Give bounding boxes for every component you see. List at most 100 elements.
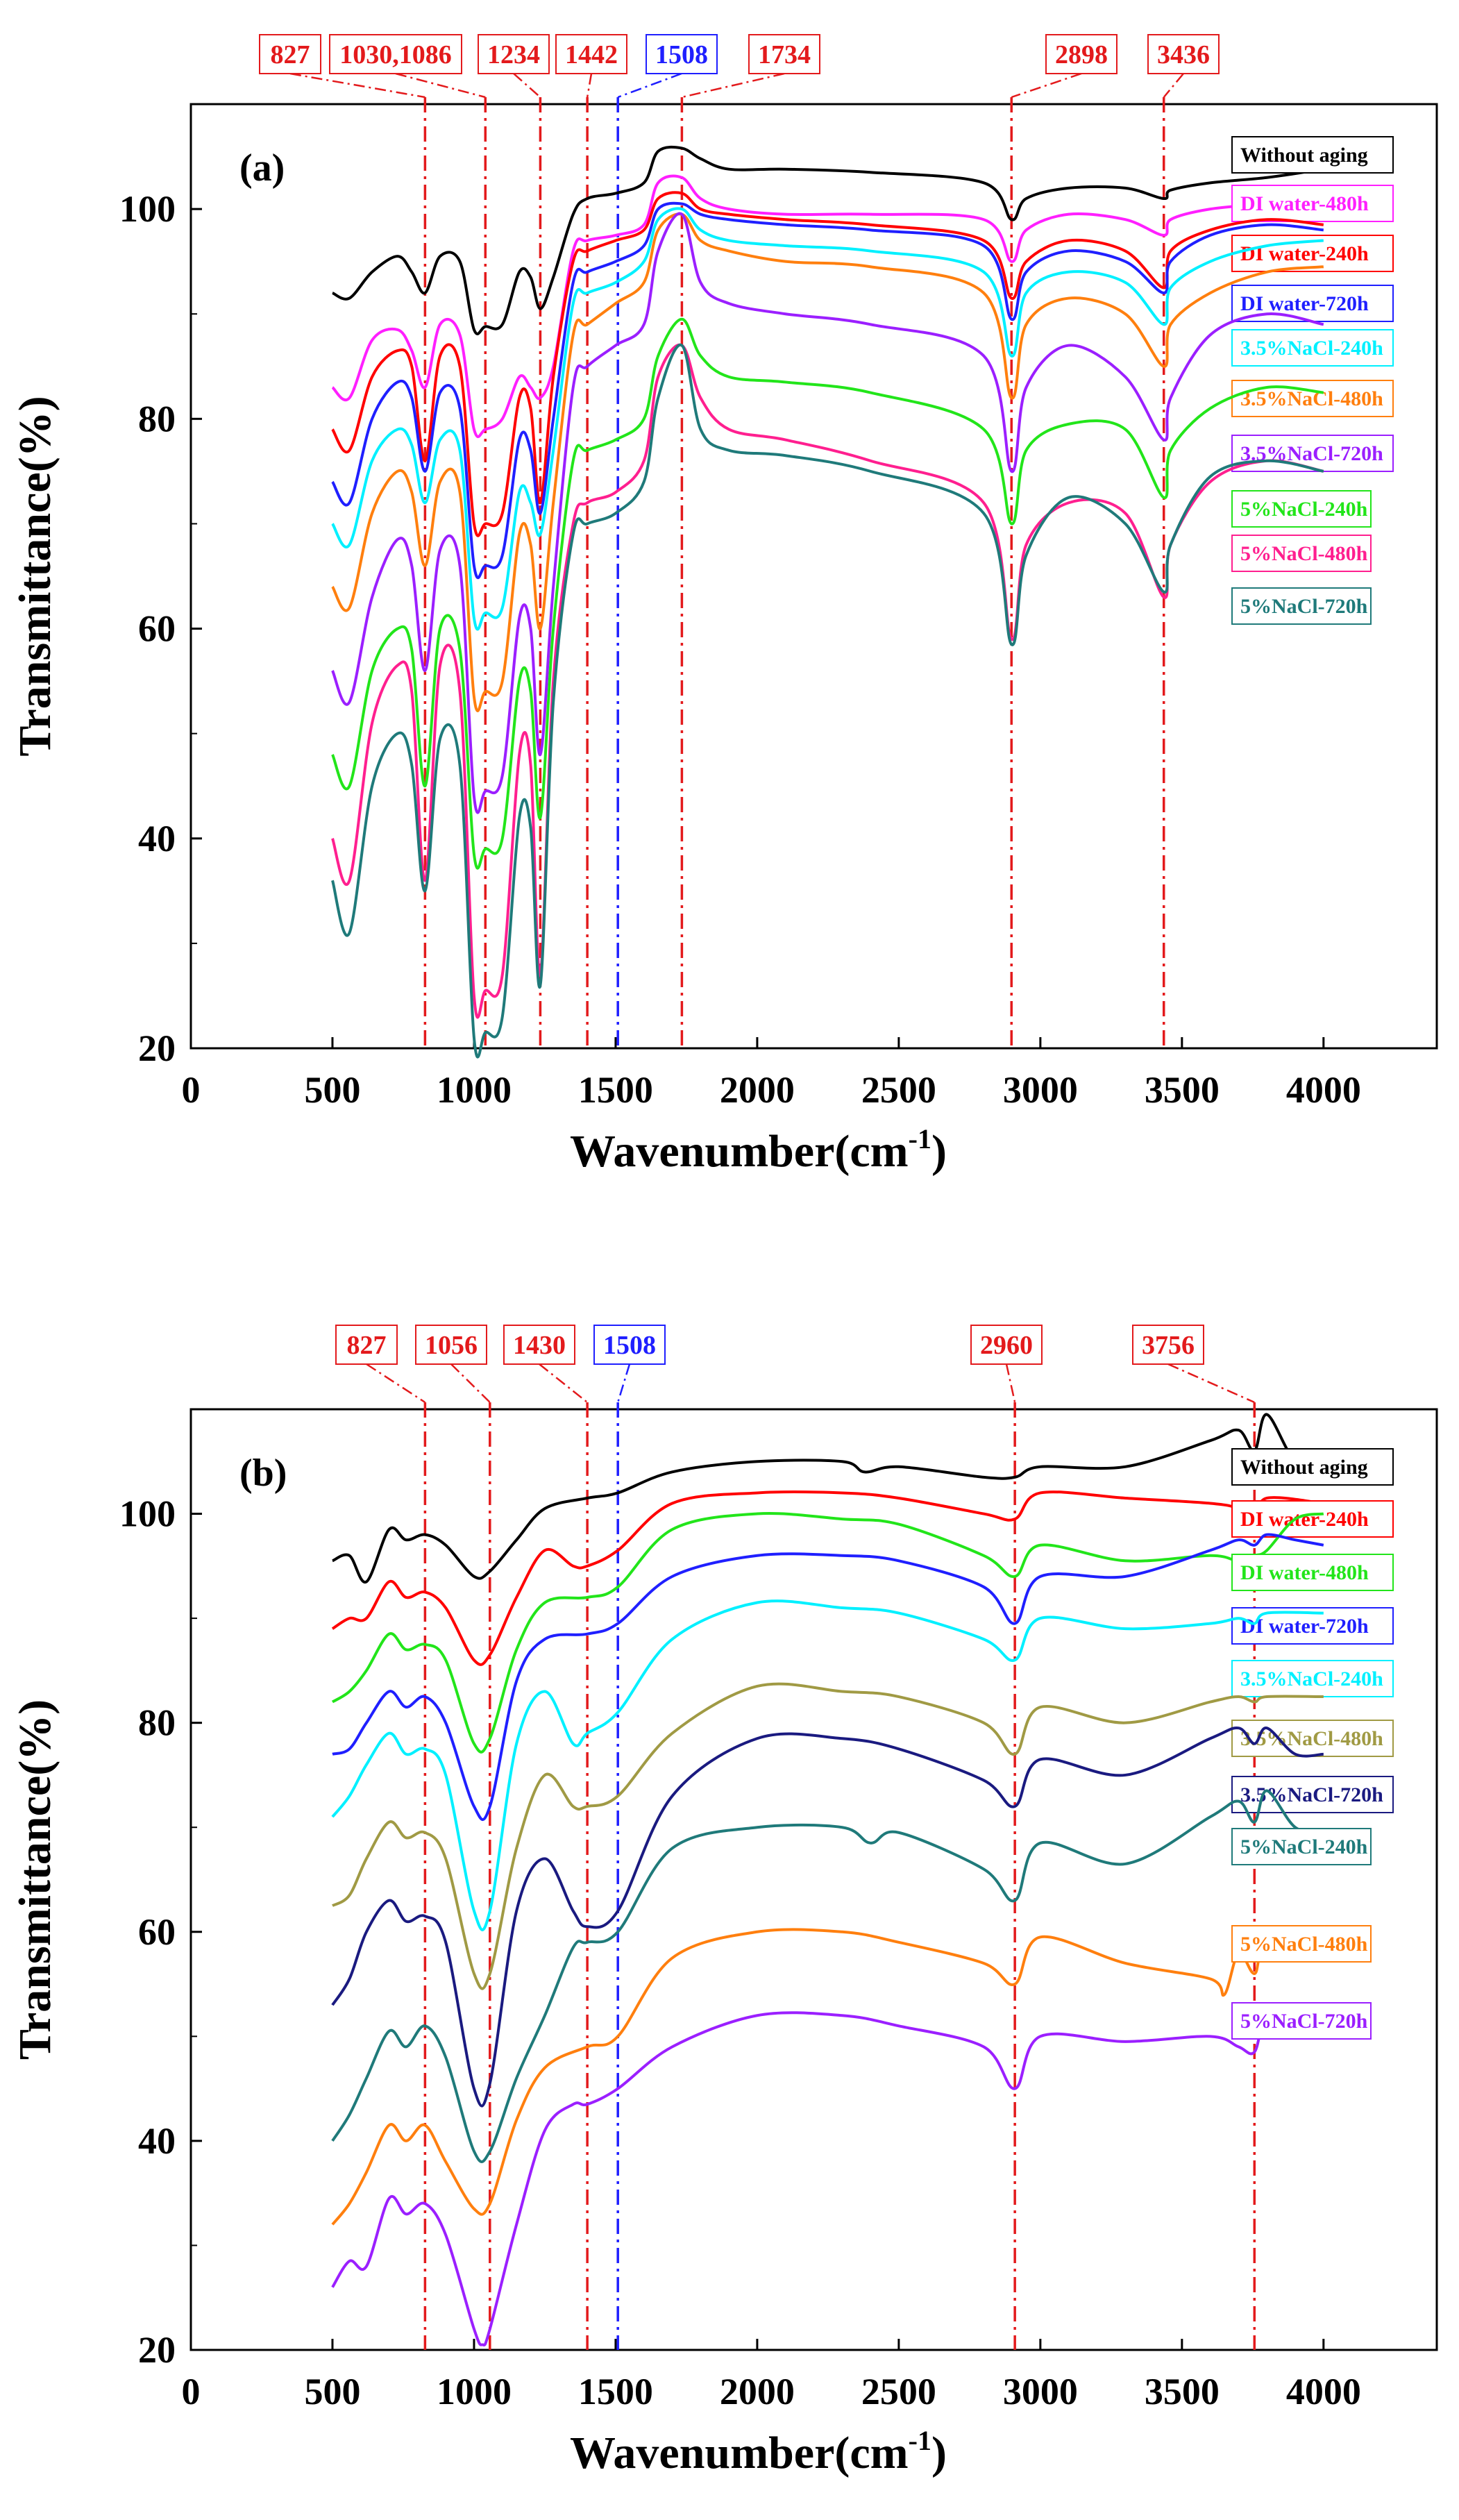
peak-leader (513, 73, 541, 98)
peak-label-box (1045, 34, 1118, 74)
legend-label: DI water-480h (1240, 192, 1369, 215)
x-tick-label: 2500 (861, 1069, 936, 1111)
y-tick-label: 40 (138, 2120, 176, 2162)
series-line-5-nacl-240h (331, 1789, 1324, 2163)
peak-label: 1030,1086 (339, 40, 452, 69)
x-tick-label: 3000 (1003, 2371, 1078, 2412)
peak-leader (1167, 1363, 1255, 1404)
series-line-5-nacl-720h (331, 343, 1324, 1059)
peak-label-box (1132, 1325, 1204, 1365)
peak-label: 827 (347, 1331, 387, 1360)
series-line-3-5-nacl-240h (331, 207, 1324, 631)
plot-frame (189, 103, 1438, 1050)
peak-label: 1056 (425, 1331, 478, 1360)
legend-box (1231, 490, 1372, 528)
chart-panel-b: 0 500 1000 1500 2000 2500 3000 3500 4000 20 40 60 80… (10, 1325, 1438, 2478)
series-line-5-nacl-480h (331, 1928, 1324, 2226)
peak-label: 827 (271, 40, 310, 69)
y-tick-label: 20 (138, 2329, 176, 2371)
x-tick-label: 3500 (1145, 1069, 1220, 1111)
peak-label-box (593, 1325, 666, 1365)
legend-label: 5%NaCl-240h (1240, 1836, 1368, 1858)
y-tick-label: 100 (119, 188, 176, 230)
y-axis-title: Transmittance(%) (10, 1699, 60, 2060)
legend-box (1231, 2002, 1372, 2040)
x-tick-label: 2500 (861, 2371, 936, 2412)
peak-label: 1442 (565, 40, 618, 69)
x-tick-label: 500 (304, 2371, 360, 2412)
x-tick-label: 1500 (578, 2371, 653, 2412)
x-axis-title: Wavenumber(cm-1) (570, 2425, 947, 2478)
peak-leader (586, 73, 593, 98)
peak-label-box (503, 1325, 575, 1365)
legend-label: 5%NaCl-240h (1240, 498, 1368, 521)
x-tick-label: 4000 (1286, 1069, 1361, 1111)
x-tick-label: 3500 (1145, 2371, 1220, 2412)
x-tick-label: 0 (182, 1069, 201, 1111)
x-tick-label: 4000 (1286, 2371, 1361, 2412)
y-tick-label: 80 (138, 1702, 176, 1744)
peak-label: 1734 (758, 40, 811, 69)
series-line-5-nacl-720h (331, 2011, 1324, 2346)
y-tick-label: 20 (138, 1027, 176, 1069)
y-tick-label: 60 (138, 1911, 176, 1953)
series-line-5-nacl-480h (331, 343, 1324, 1019)
peak-label-box (335, 1325, 398, 1365)
peak-leader (617, 72, 682, 99)
peak-leader (1011, 72, 1082, 99)
legend-box (1231, 1828, 1372, 1865)
x-tick-label: 2000 (720, 1069, 795, 1111)
series-line-3-5-nacl-720h (331, 1727, 1324, 2108)
peak-label: 2960 (980, 1331, 1033, 1360)
series-line-di-water-240h (331, 1490, 1324, 1666)
series-line-di-water-720h (332, 1533, 1324, 1822)
legend-box (1231, 329, 1394, 367)
peak-label: 3436 (1157, 40, 1210, 69)
legend-label: 5%NaCl-720h (1240, 2010, 1368, 2033)
peak-label-box (478, 34, 550, 74)
plot-frame (189, 1408, 1438, 2351)
series-line-di-water-240h (331, 191, 1324, 537)
y-tick-label: 100 (119, 1493, 176, 1535)
series-line-5-nacl-240h (331, 317, 1324, 870)
peak-leader (682, 72, 785, 99)
x-axis-title: Wavenumber(cm-1) (570, 1123, 947, 1177)
legend-label: 3.5%NaCl-240h (1240, 337, 1383, 360)
legend-box (1231, 185, 1394, 222)
peak-label-box (329, 34, 462, 74)
legend-label: Without aging (1240, 144, 1368, 167)
y-tick-label: 60 (138, 608, 176, 650)
legend-label: 3.5%NaCl-480h (1240, 1727, 1383, 1750)
peak-leader (539, 1363, 588, 1403)
panel-label: (b) (239, 1452, 287, 1495)
legend-label: DI water-240h (1240, 242, 1369, 265)
peak-label: 1234 (487, 40, 540, 69)
series-line-3-5-nacl-480h (331, 1682, 1324, 1990)
series-line-without-aging (332, 145, 1324, 335)
series-line-di-water-480h (331, 1512, 1324, 1754)
x-tick-label: 1500 (578, 1069, 653, 1111)
x-tick-label: 0 (182, 2371, 201, 2412)
y-tick-label: 80 (138, 398, 176, 439)
peak-label-box (259, 34, 321, 74)
legend-label: 5%NaCl-480h (1240, 542, 1368, 565)
peak-label: 1508 (603, 1331, 656, 1360)
peak-leader (1005, 1363, 1016, 1403)
legend-box (1231, 136, 1394, 174)
peak-leader (366, 1363, 426, 1404)
peak-label-box (415, 1325, 487, 1365)
series-line-3-5-nacl-720h (331, 212, 1324, 814)
peak-label-box (555, 34, 627, 74)
legend-label: DI water-720h (1240, 1615, 1369, 1638)
legend-box (1231, 535, 1372, 572)
peak-leader (616, 1363, 631, 1403)
peak-label: 1430 (513, 1331, 566, 1360)
peak-label-box (1147, 34, 1220, 74)
legend-box (1231, 435, 1394, 472)
x-tick-label: 1000 (437, 2371, 512, 2412)
series-line-3-5-nacl-240h (331, 1599, 1324, 1931)
legend-label: 5%NaCl-480h (1240, 1933, 1368, 1956)
peak-label-box (748, 34, 820, 74)
y-tick-label: 40 (138, 818, 176, 859)
x-tick-label: 500 (304, 1069, 360, 1111)
